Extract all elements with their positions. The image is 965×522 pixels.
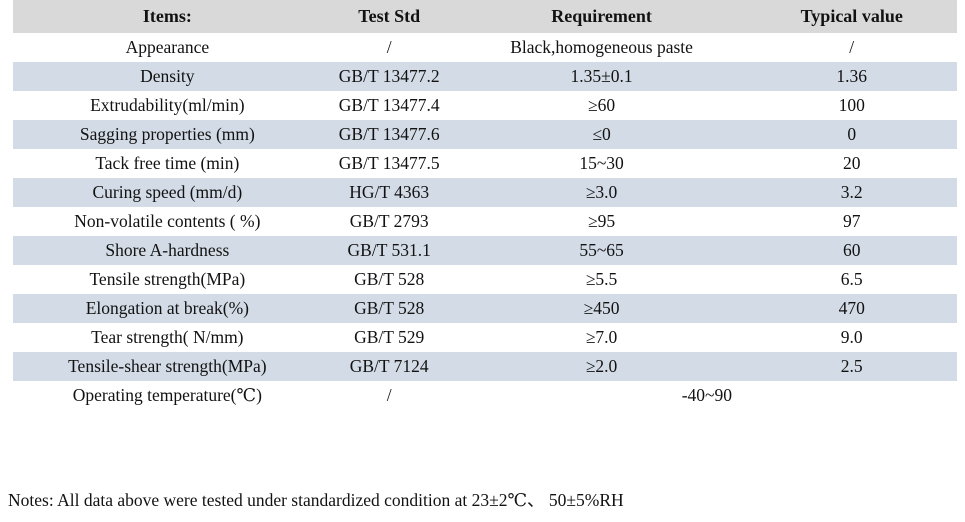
table-row: Sagging properties (mm) GB/T 13477.6 ≤0 … — [13, 120, 957, 149]
item-cell: Sagging properties (mm) — [79, 124, 255, 144]
spec-table: Items: Test Std Requirement Typical valu… — [13, 0, 957, 410]
requirement-cell: 55~65 — [579, 240, 624, 260]
item-cell: Tensile strength(MPa) — [89, 269, 246, 289]
table-row: Appearance / Black,homogeneous paste / — [13, 33, 957, 62]
item-cell: Density — [140, 66, 195, 86]
test-std-cell: / — [386, 385, 392, 405]
table-row: Tensile-shear strength(MPa) GB/T 7124 ≥2… — [13, 352, 957, 381]
test-std-cell: GB/T 529 — [354, 327, 425, 347]
requirement-cell: ≥5.5 — [585, 269, 618, 289]
requirement-cell: ≥450 — [583, 298, 620, 318]
requirement-cell: Black,homogeneous paste — [510, 37, 693, 57]
typical-value-cell: 100 — [838, 95, 865, 115]
item-cell: Elongation at break(%) — [85, 298, 249, 318]
header-typical-value: Typical value — [746, 0, 957, 33]
test-std-cell: GB/T 528 — [354, 298, 425, 318]
requirement-cell: ≥3.0 — [585, 182, 618, 202]
test-std-cell: GB/T 528 — [354, 269, 425, 289]
item-cell: Non-volatile contents ( %) — [74, 211, 261, 231]
requirement-cell: 1.35±0.1 — [570, 66, 633, 86]
item-cell: Appearance — [125, 37, 210, 57]
item-cell: Tensile-shear strength(MPa) — [68, 356, 267, 376]
header-requirement: Requirement — [456, 0, 747, 33]
notes-text: Notes: All data above were tested under … — [8, 490, 624, 510]
requirement-cell: 15~30 — [579, 153, 624, 173]
table-row: Elongation at break(%) GB/T 528 ≥450 470 — [13, 294, 957, 323]
typical-value-cell: 97 — [842, 211, 861, 231]
test-std-cell: GB/T 7124 — [349, 356, 429, 376]
test-std-cell: GB/T 13477.4 — [338, 95, 440, 115]
table-row: Shore A-hardness GB/T 531.1 55~65 60 — [13, 236, 957, 265]
test-std-cell: GB/T 531.1 — [347, 240, 431, 260]
header-test-std: Test Std — [321, 0, 457, 33]
table-row: Tensile strength(MPa) GB/T 528 ≥5.5 6.5 — [13, 265, 957, 294]
requirement-cell: -40~90 — [681, 385, 732, 405]
spec-table-header: Items: Test Std Requirement Typical valu… — [13, 0, 957, 33]
typical-value-cell: / — [849, 37, 855, 57]
item-cell: Operating temperature(℃) — [72, 385, 262, 405]
table-row: Tack free time (min) GB/T 13477.5 15~30 … — [13, 149, 957, 178]
test-std-cell: / — [386, 37, 392, 57]
table-row: Extrudability(ml/min) GB/T 13477.4 ≥60 1… — [13, 91, 957, 120]
header-items: Items: — [13, 0, 322, 33]
requirement-cell: ≥2.0 — [585, 356, 618, 376]
test-std-cell: GB/T 2793 — [349, 211, 429, 231]
spec-table-body: Appearance / Black,homogeneous paste / D… — [13, 33, 957, 410]
typical-value-cell: 3.2 — [840, 182, 863, 202]
table-row: Density GB/T 13477.2 1.35±0.1 1.36 — [13, 62, 957, 91]
test-std-cell: GB/T 13477.6 — [338, 124, 440, 144]
table-row: Curing speed (mm/d) HG/T 4363 ≥3.0 3.2 — [13, 178, 957, 207]
table-row: Tear strength( N/mm) GB/T 529 ≥7.0 9.0 — [13, 323, 957, 352]
test-std-cell: HG/T 4363 — [349, 182, 430, 202]
requirement-cell: ≥95 — [588, 211, 616, 231]
requirement-cell: ≥7.0 — [585, 327, 618, 347]
item-cell: Tack free time (min) — [95, 153, 240, 173]
typical-value-cell: 0 — [847, 124, 857, 144]
item-cell: Tear strength( N/mm) — [91, 327, 244, 347]
typical-value-cell: 9.0 — [840, 327, 863, 347]
typical-value-cell: 470 — [838, 298, 865, 318]
typical-value-cell: 20 — [842, 153, 861, 173]
requirement-cell: ≥60 — [588, 95, 616, 115]
item-cell: Shore A-hardness — [105, 240, 230, 260]
test-std-cell: GB/T 13477.2 — [338, 66, 440, 86]
table-row: Non-volatile contents ( %) GB/T 2793 ≥95… — [13, 207, 957, 236]
item-cell: Curing speed (mm/d) — [92, 182, 243, 202]
table-row: Operating temperature(℃) / -40~90 — [13, 381, 957, 410]
typical-value-cell: 60 — [842, 240, 861, 260]
header-row: Items: Test Std Requirement Typical valu… — [13, 0, 957, 33]
requirement-cell: ≤0 — [592, 124, 611, 144]
typical-value-cell: 6.5 — [840, 269, 863, 289]
test-std-cell: GB/T 13477.5 — [338, 153, 440, 173]
item-cell: Extrudability(ml/min) — [90, 95, 245, 115]
typical-value-cell: 1.36 — [836, 66, 868, 86]
typical-value-cell: 2.5 — [840, 356, 863, 376]
